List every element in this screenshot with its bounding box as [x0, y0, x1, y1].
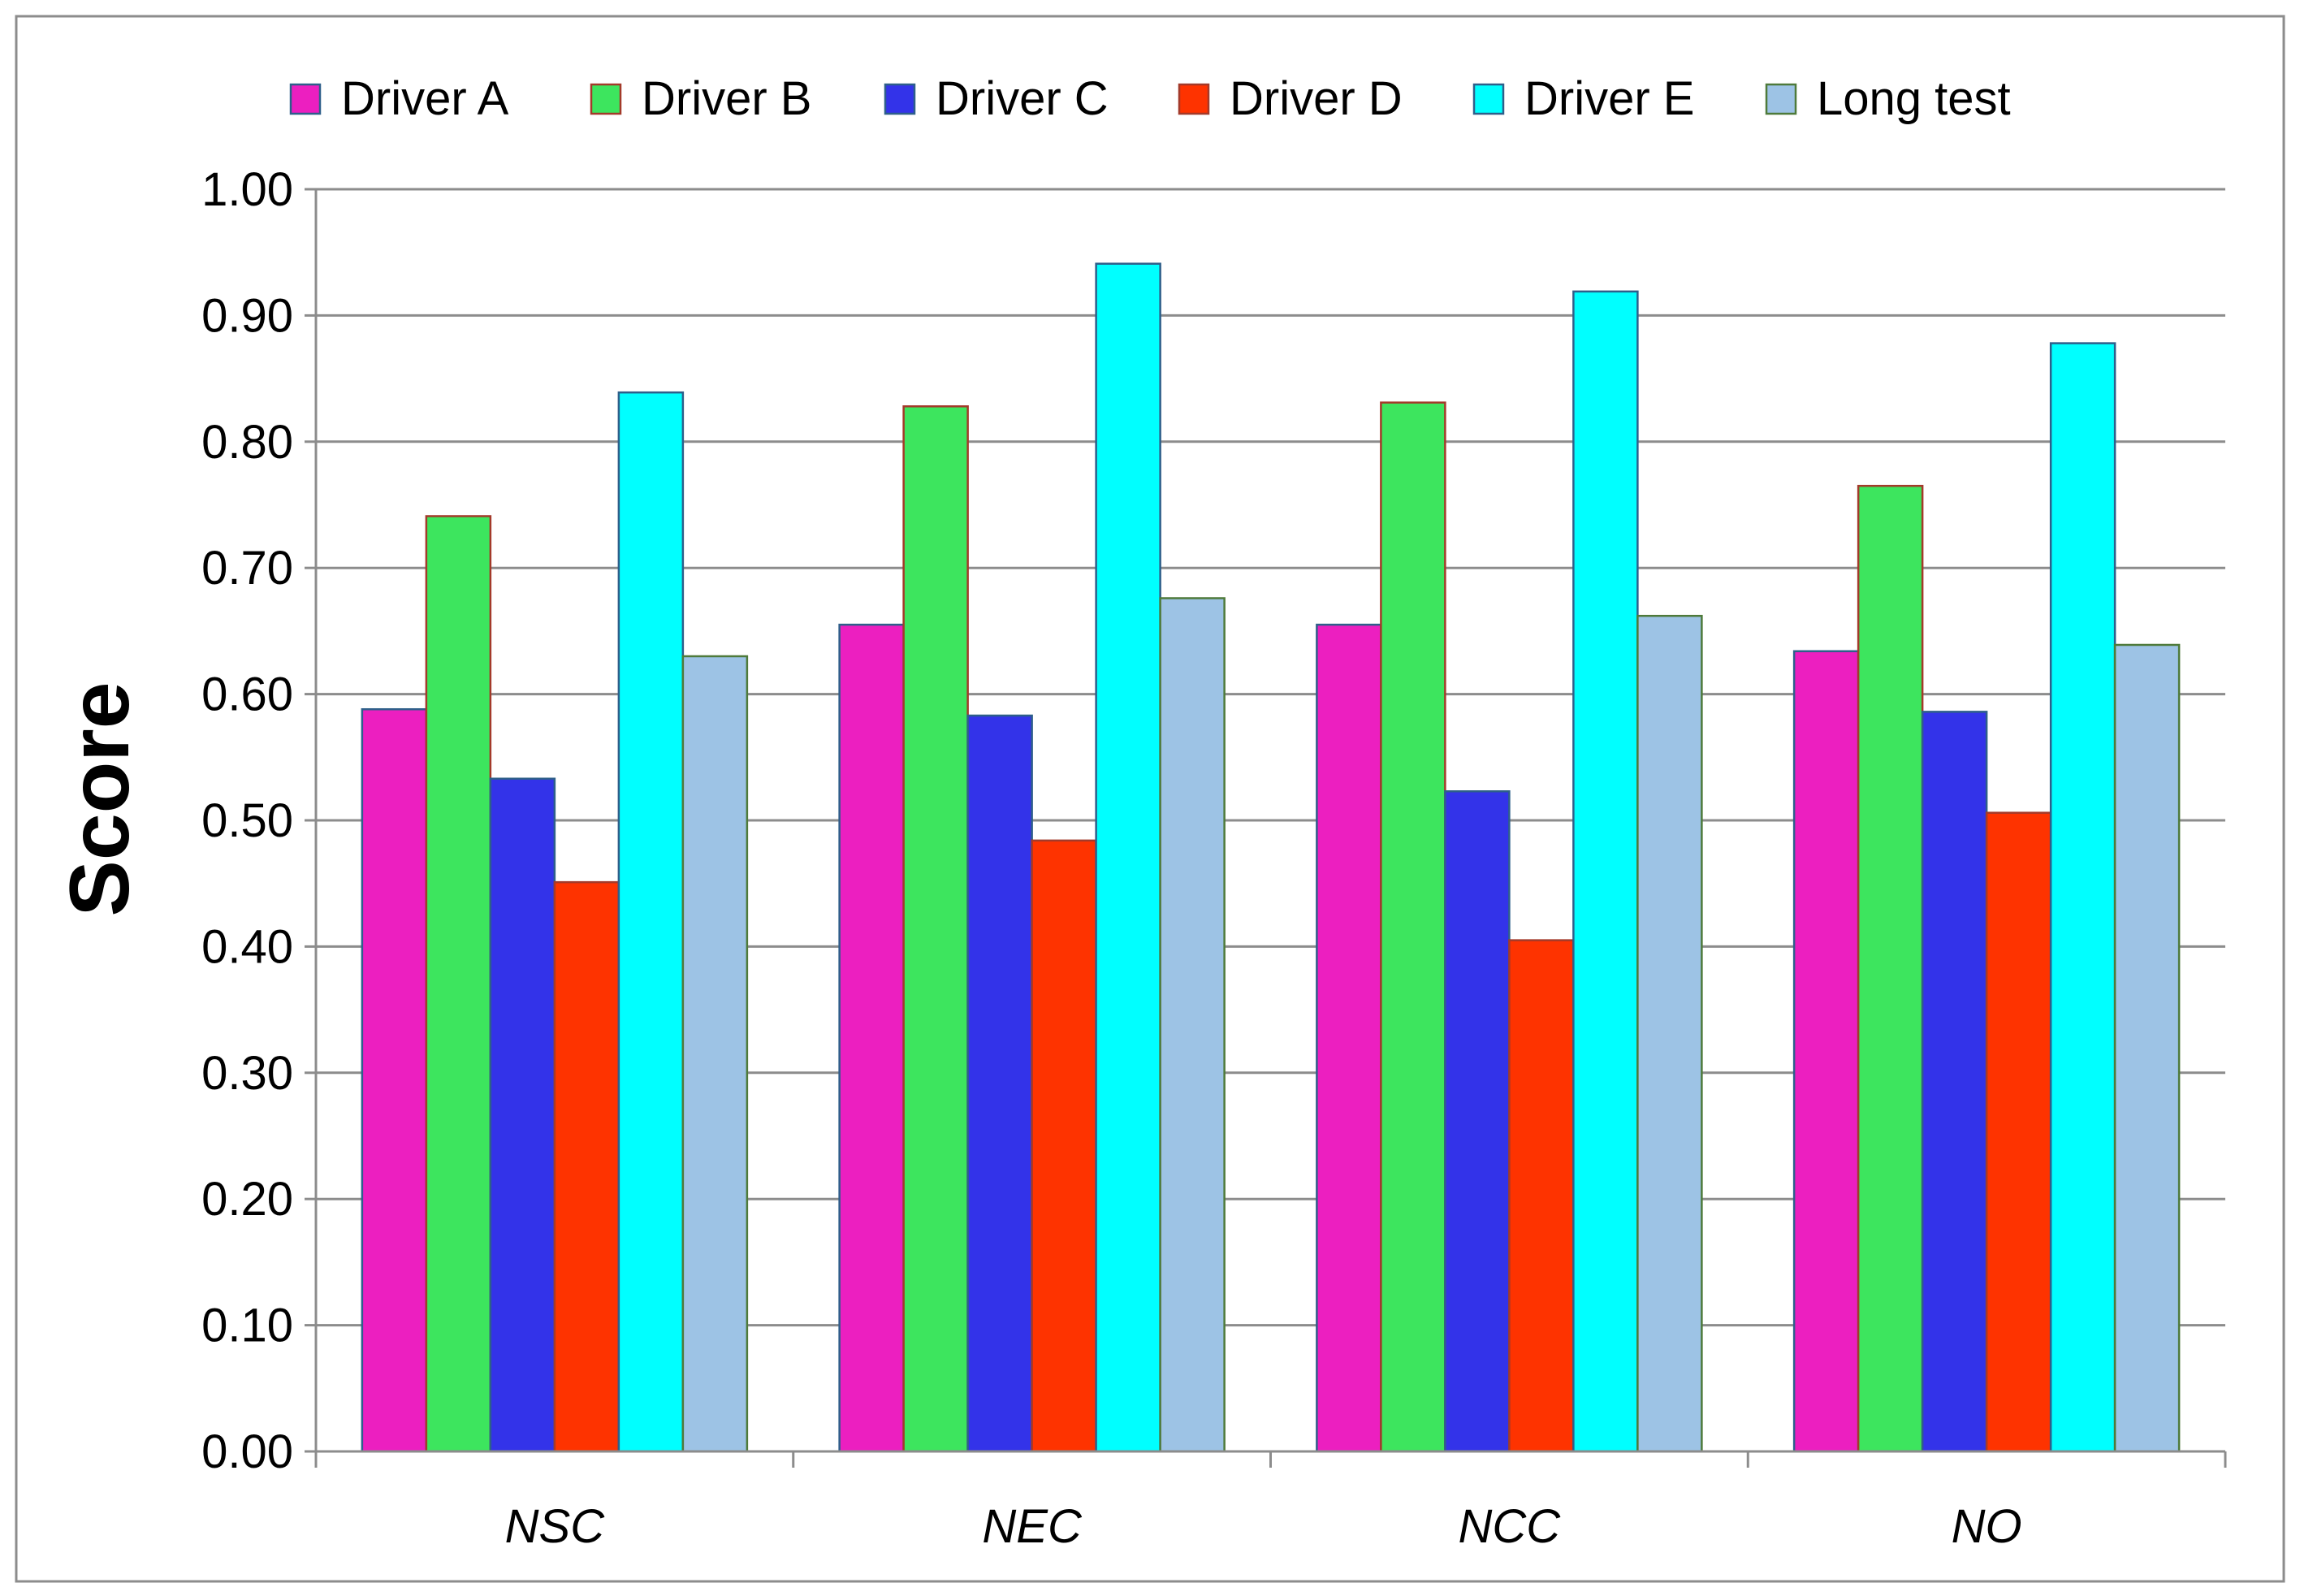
y-tick-label: 0.90	[201, 289, 293, 342]
legend-label: Driver D	[1230, 72, 1403, 125]
y-tick-label: 0.20	[201, 1173, 293, 1226]
legend-label: Driver A	[341, 72, 509, 125]
y-tick-label: 0.80	[201, 416, 293, 469]
bar-driver-d-ncc	[1508, 939, 1575, 1453]
bar-driver-c-ncc	[1444, 790, 1511, 1453]
y-tick-label: 0.30	[201, 1047, 293, 1100]
legend-swatch	[1178, 83, 1210, 115]
y-tick-label: 0.60	[201, 668, 293, 721]
bar-driver-d-nec	[1031, 839, 1097, 1453]
bar-long-test-no	[2113, 643, 2181, 1453]
bar-long-test-nec	[1159, 597, 1226, 1453]
y-tick-label: 0.10	[201, 1300, 293, 1352]
bar-driver-b-nec	[902, 405, 969, 1453]
bar-driver-e-nec	[1095, 262, 1161, 1453]
bar-driver-d-no	[1985, 811, 2052, 1453]
bar-driver-b-ncc	[1380, 401, 1446, 1453]
legend-label: Long test	[1817, 72, 2011, 125]
bar-driver-c-nec	[966, 714, 1033, 1453]
legend-swatch	[1472, 83, 1505, 115]
bar-driver-d-nsc	[553, 880, 620, 1453]
legend-label: Driver C	[936, 72, 1109, 125]
bar-driver-b-nsc	[425, 515, 492, 1453]
x-tick-label: NSC	[505, 1500, 606, 1553]
x-tick-label: NCC	[1459, 1500, 1562, 1553]
bar-driver-e-ncc	[1572, 290, 1639, 1453]
bar-driver-b-no	[1857, 484, 1924, 1453]
legend: Driver A Driver B Driver C Driver D Driver E…	[289, 72, 2011, 125]
y-tick-label: 0.40	[201, 920, 293, 973]
x-tick-label: NO	[1952, 1500, 2022, 1553]
bar-driver-c-no	[1921, 711, 1988, 1453]
bar-driver-a-no	[1792, 650, 1860, 1453]
legend-swatch	[884, 83, 916, 115]
y-tick-label: 0.50	[201, 794, 293, 847]
legend-label: Driver E	[1524, 72, 1694, 125]
bar-driver-e-no	[2049, 342, 2116, 1453]
y-tick-label: 0.70	[201, 542, 293, 595]
axes: 0.00 0.10 0.20 0.30 0.40 0.50 0.60 0.70 0.80 0.90…	[201, 163, 2227, 1553]
legend-swatch	[590, 83, 622, 115]
bar-driver-e-nsc	[617, 391, 685, 1453]
bar-driver-a-ncc	[1316, 623, 1382, 1453]
bar-driver-a-nsc	[361, 707, 428, 1453]
legend-label: Driver B	[642, 72, 811, 125]
bar-long-test-ncc	[1636, 615, 1703, 1453]
y-tick-label: 1.00	[201, 163, 293, 216]
bar-driver-a-nec	[838, 623, 905, 1453]
bar-driver-c-nsc	[489, 777, 556, 1453]
x-tick-label: NEC	[982, 1500, 1083, 1553]
bar-long-test-nsc	[681, 655, 749, 1453]
y-tick-label: 0.00	[201, 1425, 293, 1478]
legend-swatch	[289, 83, 322, 115]
legend-swatch	[1765, 83, 1797, 115]
y-axis-label: Score	[53, 681, 147, 916]
